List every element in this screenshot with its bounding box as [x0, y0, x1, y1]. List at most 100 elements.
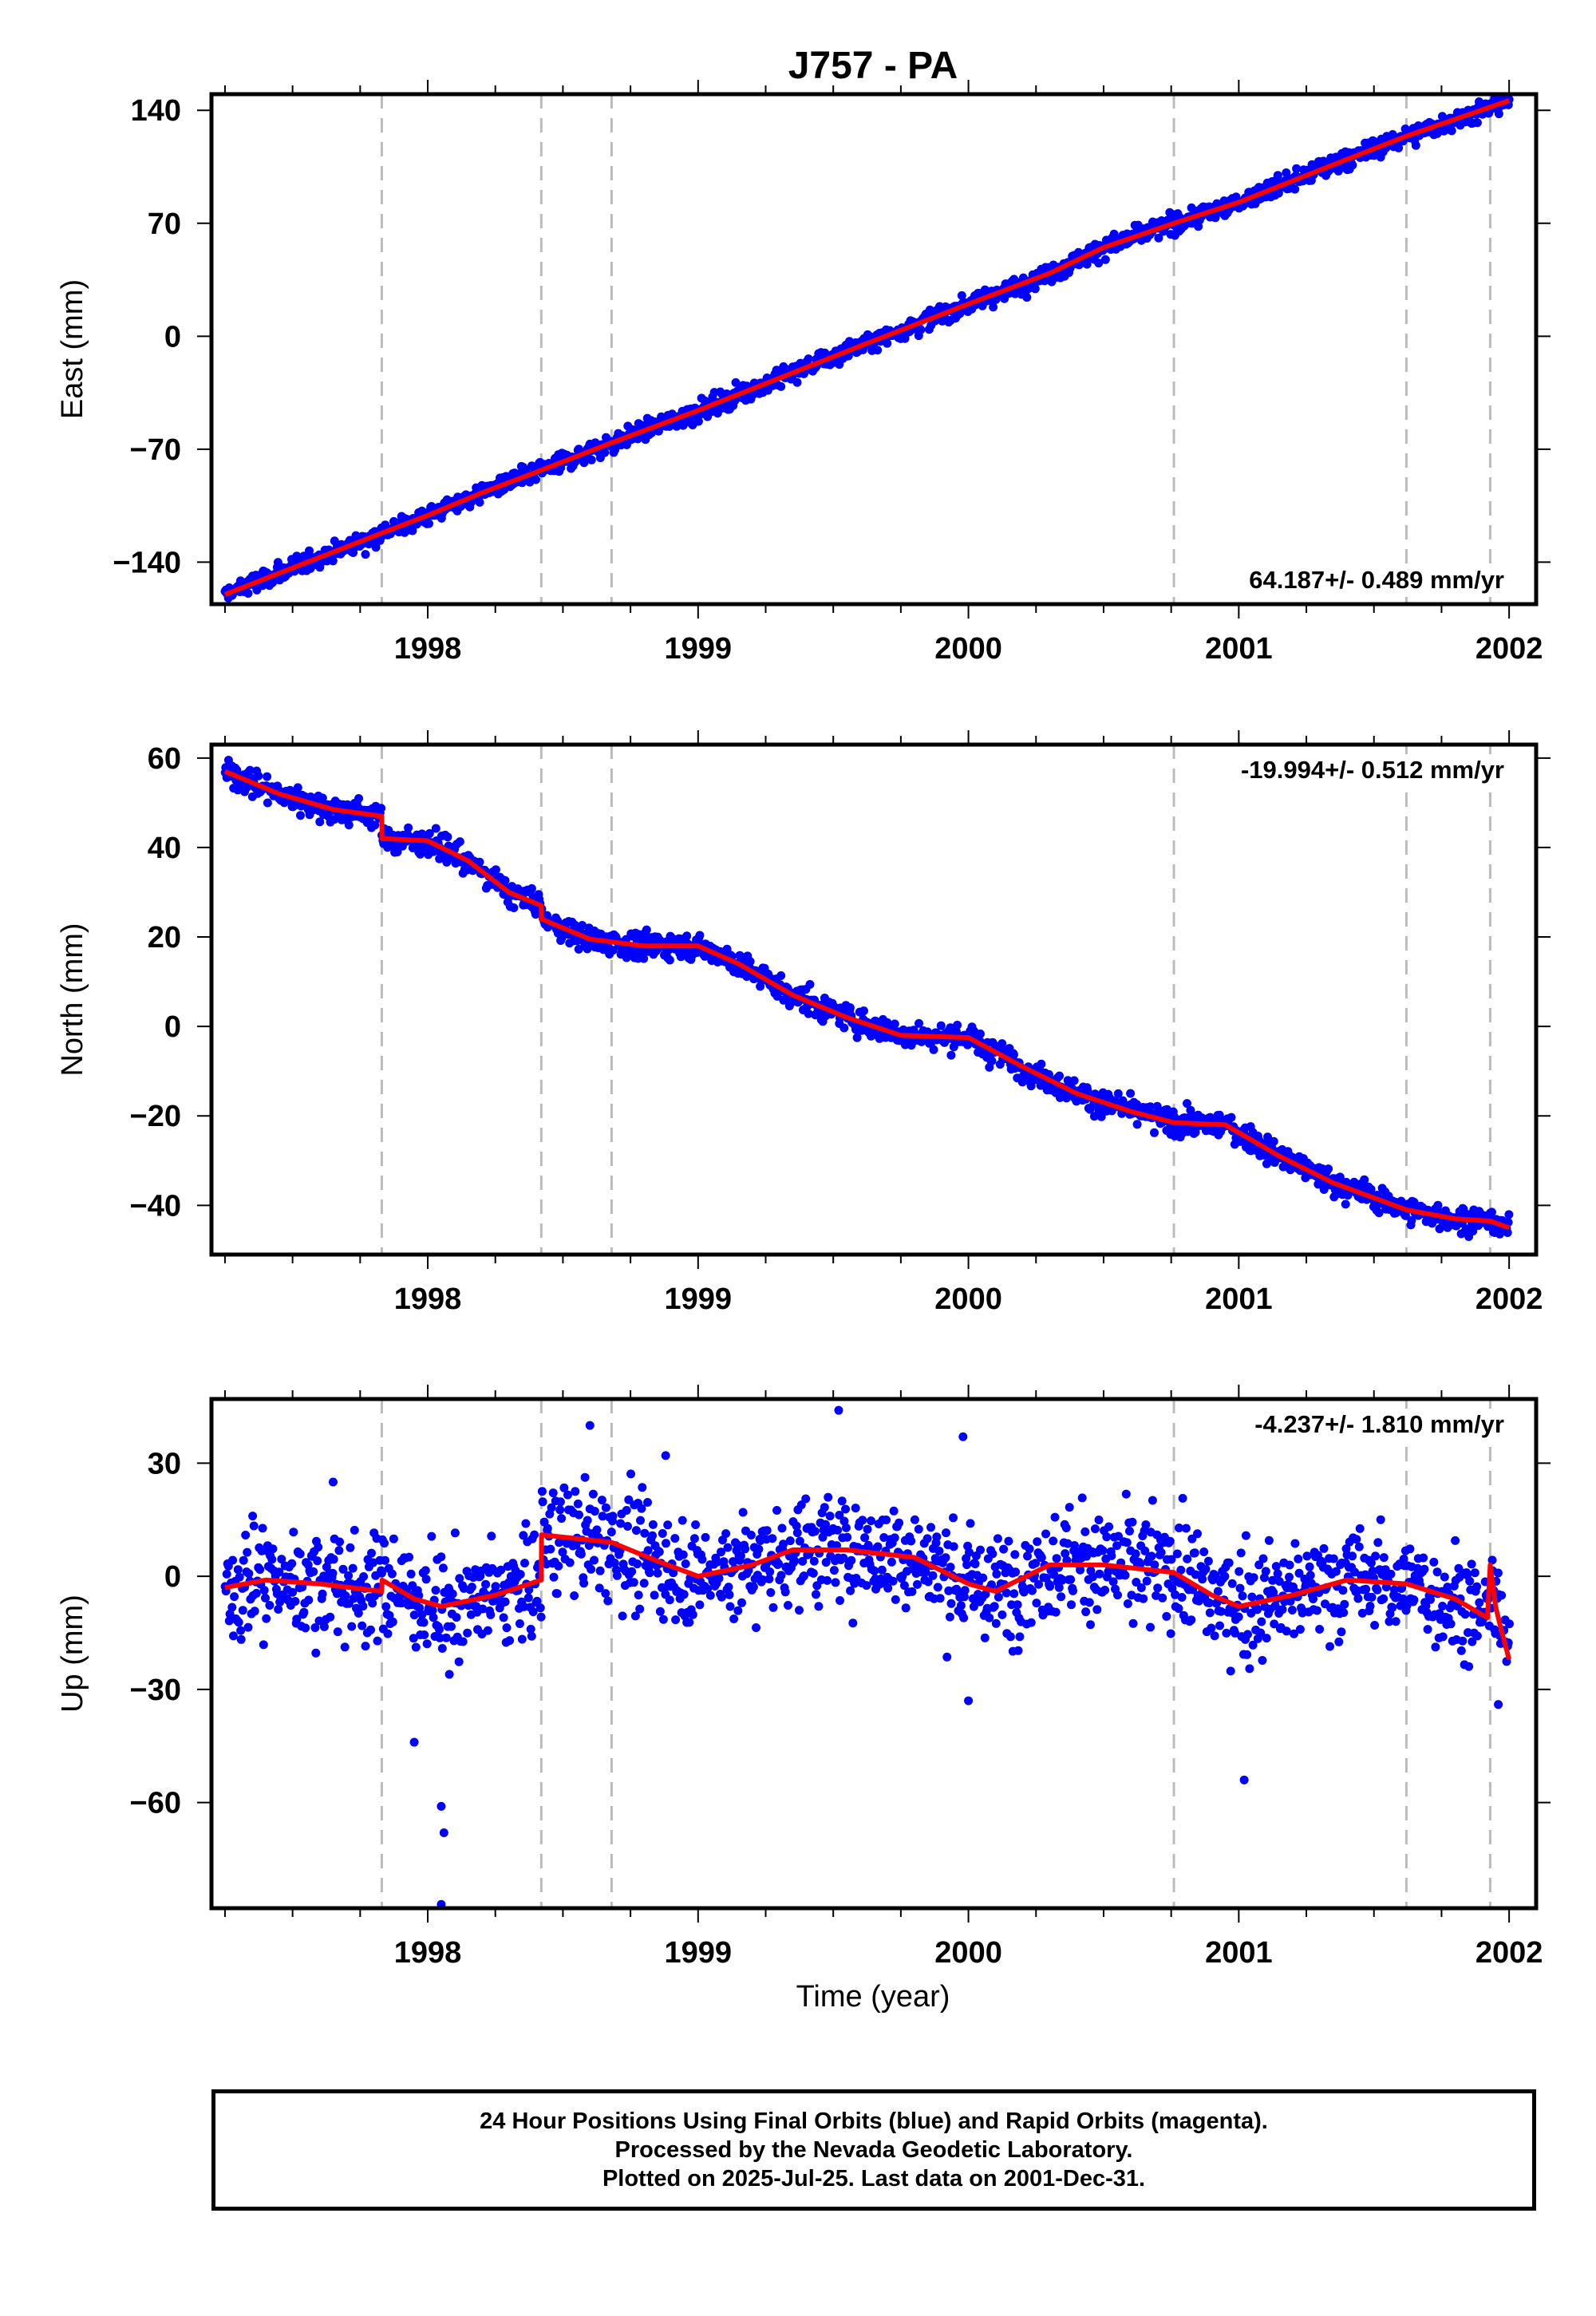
data-point — [261, 1593, 270, 1603]
data-point — [988, 1549, 998, 1559]
data-point — [1249, 1573, 1258, 1583]
data-point — [965, 1547, 974, 1557]
data-points-group — [220, 1405, 1514, 1908]
data-point — [255, 1565, 265, 1575]
data-point — [443, 832, 452, 842]
data-point — [579, 458, 589, 468]
data-point — [1037, 1553, 1046, 1563]
y-tick-label: −60 — [130, 1787, 181, 1820]
data-point — [1061, 1524, 1071, 1532]
data-point — [1023, 1551, 1032, 1561]
data-point — [718, 1535, 727, 1545]
data-point — [1313, 1606, 1321, 1615]
data-point — [1487, 1555, 1497, 1565]
data-point — [381, 520, 390, 530]
y-tick-label: 140 — [131, 94, 181, 128]
data-point — [296, 811, 305, 820]
data-point — [1156, 1547, 1166, 1557]
data-point — [821, 1558, 831, 1567]
data-point — [989, 302, 998, 312]
y-tick-label: 0 — [164, 320, 181, 354]
data-point — [841, 1504, 850, 1514]
data-point — [976, 1030, 985, 1038]
data-point — [1268, 1575, 1278, 1585]
data-point — [354, 794, 363, 803]
data-point — [502, 1623, 512, 1633]
data-point — [612, 1571, 622, 1580]
data-point — [1120, 1571, 1130, 1580]
outlier-point — [834, 1405, 843, 1415]
data-point — [571, 1487, 580, 1496]
data-point — [314, 1543, 323, 1552]
data-point — [737, 1598, 746, 1607]
data-point — [1329, 1554, 1338, 1563]
data-point — [576, 1549, 586, 1559]
data-point — [537, 1487, 547, 1496]
data-point — [454, 1657, 464, 1666]
x-tick-label: 1999 — [665, 1936, 733, 1970]
data-point — [1241, 1531, 1250, 1540]
plot-frame — [209, 1397, 1539, 1911]
data-point — [496, 1565, 506, 1575]
data-point — [818, 1532, 828, 1542]
data-point — [790, 1556, 800, 1566]
data-point — [1398, 1594, 1408, 1603]
model-fit-line — [223, 98, 1511, 597]
data-point — [768, 1534, 777, 1543]
data-point — [823, 1575, 832, 1585]
data-point — [1088, 1572, 1097, 1582]
data-point — [776, 971, 786, 980]
data-point — [1190, 1548, 1199, 1558]
x-axis-label: Time (year) — [796, 1980, 950, 2014]
data-point — [274, 1605, 283, 1614]
data-point — [1131, 1549, 1140, 1559]
data-point — [1306, 1571, 1315, 1580]
data-point — [1370, 1621, 1380, 1630]
data-point — [1254, 1560, 1264, 1570]
data-point — [1263, 1132, 1272, 1142]
data-point — [1235, 1567, 1244, 1576]
data-point — [458, 1637, 468, 1646]
data-point — [669, 1568, 678, 1578]
data-point — [695, 1600, 705, 1610]
data-point — [555, 1497, 565, 1507]
outlier-point — [437, 1801, 446, 1811]
data-point — [1108, 1577, 1118, 1587]
data-point — [250, 1607, 259, 1616]
data-point — [731, 377, 741, 387]
data-point — [837, 1496, 847, 1506]
data-point — [1431, 1642, 1440, 1652]
data-point — [595, 1583, 604, 1593]
model-fit-line — [223, 769, 1511, 1231]
data-point — [907, 1587, 917, 1596]
data-point — [643, 1498, 652, 1507]
data-point — [824, 1492, 833, 1502]
data-point — [1262, 1634, 1271, 1643]
data-point — [1150, 1560, 1159, 1570]
data-point — [873, 1542, 883, 1551]
data-point — [1132, 1578, 1141, 1587]
data-point — [741, 1544, 750, 1554]
data-point — [852, 1033, 862, 1042]
data-point — [678, 1516, 687, 1525]
data-point — [1256, 1628, 1266, 1638]
data-point — [1030, 284, 1040, 294]
data-point — [653, 1568, 662, 1578]
data-point — [1045, 1582, 1055, 1591]
data-point — [588, 1489, 598, 1499]
data-point — [584, 1541, 594, 1550]
data-point — [1063, 1539, 1073, 1548]
data-point — [1220, 1571, 1230, 1581]
data-point — [1132, 1120, 1142, 1129]
data-point — [1104, 1522, 1114, 1531]
data-point — [804, 354, 813, 364]
data-point — [888, 1576, 898, 1586]
x-tick-label: 2000 — [934, 632, 1002, 666]
data-point — [801, 1494, 811, 1504]
data-point — [1227, 1579, 1237, 1588]
data-point — [244, 1569, 254, 1579]
data-point — [870, 1566, 879, 1575]
data-point — [765, 1567, 775, 1576]
data-point — [1472, 1631, 1482, 1641]
data-point — [563, 1490, 572, 1500]
